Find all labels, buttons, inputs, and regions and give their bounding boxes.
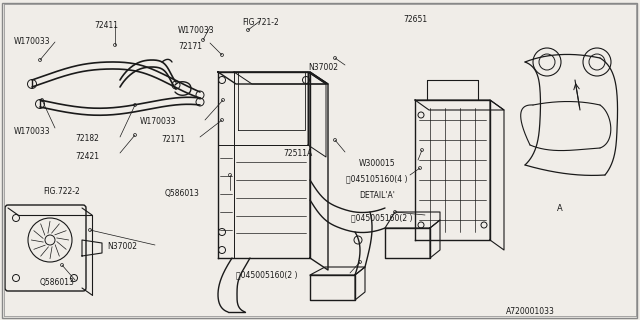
Text: N37002: N37002 xyxy=(108,242,138,251)
Text: Ⓢ045005160(2 ): Ⓢ045005160(2 ) xyxy=(236,270,297,279)
Text: 72651: 72651 xyxy=(403,15,428,24)
Text: 72171: 72171 xyxy=(161,135,186,144)
Text: Ⓢ045005160(2 ): Ⓢ045005160(2 ) xyxy=(351,213,412,222)
Text: 72421: 72421 xyxy=(76,152,100,161)
Text: 72411: 72411 xyxy=(95,21,119,30)
Text: W300015: W300015 xyxy=(358,159,395,168)
Text: 72182: 72182 xyxy=(76,134,99,143)
Text: 72511A: 72511A xyxy=(283,149,312,158)
Text: W170033: W170033 xyxy=(14,127,51,136)
Text: W170033: W170033 xyxy=(178,26,214,35)
Text: A: A xyxy=(557,204,563,213)
Text: Q586013: Q586013 xyxy=(165,189,200,198)
Text: N37002: N37002 xyxy=(308,63,339,72)
Text: W170033: W170033 xyxy=(14,37,51,46)
Text: FIG.721-2: FIG.721-2 xyxy=(242,18,278,27)
Text: DETAIL'A': DETAIL'A' xyxy=(360,191,396,200)
Text: W170033: W170033 xyxy=(140,117,176,126)
Text: Ⓢ045105160(4 ): Ⓢ045105160(4 ) xyxy=(346,175,407,184)
Text: A720001033: A720001033 xyxy=(506,307,554,316)
Text: 72171: 72171 xyxy=(178,42,202,51)
Text: FIG.722-2: FIG.722-2 xyxy=(44,188,80,196)
Text: Q586013: Q586013 xyxy=(40,278,74,287)
